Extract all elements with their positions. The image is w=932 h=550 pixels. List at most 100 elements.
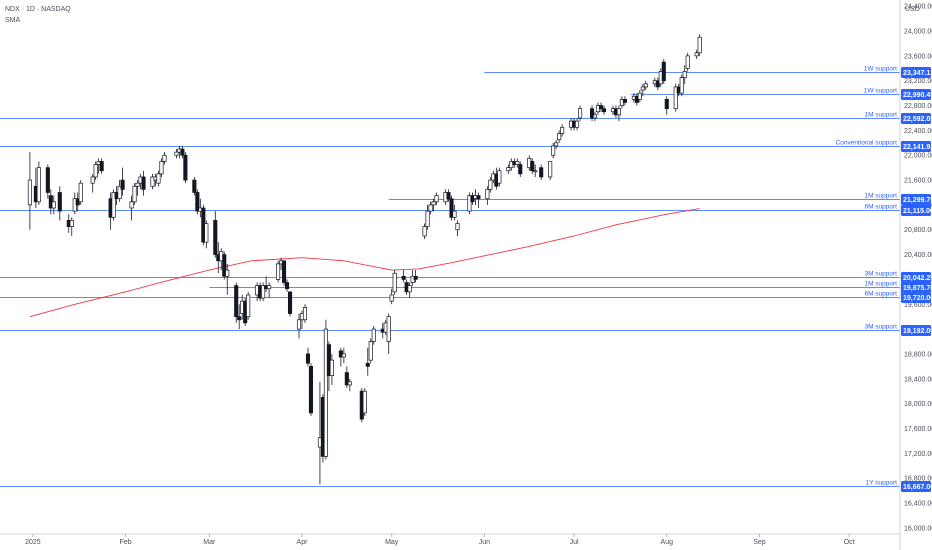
candle — [422, 223, 427, 240]
candle — [389, 288, 394, 305]
candle — [159, 158, 164, 177]
candle — [204, 220, 209, 249]
level-price-badge — [901, 205, 931, 216]
candle-body — [323, 328, 328, 457]
price-tick-label: 20,400.00 — [904, 252, 932, 259]
level-price-badge — [901, 67, 931, 78]
candle — [476, 192, 481, 209]
support-level-label: 6M support — [864, 204, 897, 211]
candle-body — [132, 185, 137, 203]
level-price-badge — [901, 89, 931, 100]
candle — [557, 130, 562, 143]
candle — [622, 96, 627, 106]
support-level-label: 1M support — [864, 193, 897, 200]
candle — [548, 161, 553, 181]
candle — [225, 263, 230, 295]
candle-body — [467, 195, 472, 212]
level-price-badge-text: 21,115.00 — [903, 208, 932, 215]
candle — [578, 105, 583, 122]
price-axis[interactable]: 16,000.00 16,400.00 16,800.00 17,200.00 17,6… — [904, 4, 932, 533]
level-price-badge — [901, 481, 931, 492]
candle-body — [117, 185, 122, 200]
candle-body — [308, 365, 314, 414]
candle-body — [93, 164, 98, 178]
candle-body — [183, 154, 188, 181]
candle-body — [452, 210, 457, 218]
candle — [347, 378, 352, 392]
time-tick-label: May — [385, 539, 399, 546]
candle — [455, 220, 460, 236]
sma-line — [29, 208, 700, 318]
candle-body — [78, 182, 83, 203]
candle-body — [637, 92, 642, 100]
price-tick-label: 19,600.00 — [904, 302, 932, 309]
time-tick-label: Jun — [479, 539, 490, 546]
candle-body — [455, 223, 460, 231]
candle — [246, 291, 251, 320]
candle-body — [99, 161, 104, 172]
candle — [90, 173, 95, 193]
time-tick-label: Aug — [661, 539, 674, 546]
candle — [518, 161, 523, 177]
candle-body — [225, 269, 230, 277]
candle — [51, 195, 56, 215]
candle — [554, 139, 559, 150]
level-price-badge-text: 22,990.49 — [903, 92, 932, 99]
time-tick-label: Sep — [753, 539, 766, 546]
candle-body — [276, 263, 281, 280]
candle-body — [204, 223, 209, 243]
candle — [551, 142, 556, 159]
price-tick-label: 17,600.00 — [904, 426, 932, 433]
time-tick-label: Jul — [570, 539, 579, 546]
candle — [682, 65, 687, 84]
candle — [673, 83, 678, 112]
level-price-badge-text: 16,667.00 — [903, 484, 932, 491]
candle-body — [476, 195, 481, 200]
candle-body — [368, 341, 373, 361]
candle — [99, 158, 104, 174]
support-level-label: 6M support — [864, 291, 897, 298]
level-price-badge-text: 23,347.12 — [903, 70, 932, 77]
candle — [69, 217, 74, 236]
candle — [192, 176, 197, 196]
level-price-badge-text: 19,192.00 — [903, 328, 932, 335]
candle-body — [401, 275, 406, 280]
candle — [132, 183, 137, 205]
time-tick-label: Mar — [203, 539, 216, 546]
candle-body — [694, 52, 699, 57]
level-price-badge-text: 20,042.25 — [903, 275, 932, 282]
candle — [428, 201, 433, 215]
indicator-label[interactable]: SMA — [5, 17, 21, 24]
candle — [302, 304, 308, 323]
price-tick-label: 23,600.00 — [904, 53, 932, 60]
candle-body — [69, 220, 74, 227]
time-axis[interactable]: 2025 Feb Mar Apr May Jun Jul Aug Sep Oct — [25, 534, 855, 546]
candle — [57, 186, 62, 221]
time-tick-label: Apr — [297, 539, 309, 546]
candle-body — [296, 319, 302, 330]
candle-body — [425, 210, 430, 227]
candle-body — [150, 176, 155, 187]
support-level-label: 1W support — [864, 88, 897, 95]
price-tick-label: 18,000.00 — [904, 401, 932, 408]
candle-body — [180, 148, 185, 156]
candle-body — [267, 285, 272, 290]
level-price-badge — [901, 292, 931, 303]
candle — [401, 270, 406, 283]
level-price-badge-text: 22,141.92 — [903, 144, 932, 151]
candle — [530, 158, 535, 174]
candle-body — [287, 291, 293, 314]
candle-body — [36, 167, 41, 203]
level-price-badge — [901, 325, 931, 336]
time-tick-label: 2025 — [25, 539, 41, 546]
candle-body — [530, 161, 535, 172]
symbol-title[interactable]: NDX · 1D · NASDAQ — [5, 6, 71, 13]
candle-body — [485, 189, 490, 200]
candle-body — [539, 167, 544, 178]
candle-body — [90, 176, 95, 184]
candle-body — [195, 192, 200, 212]
candle — [434, 192, 439, 205]
candle — [413, 270, 418, 283]
level-price-badge — [901, 282, 931, 293]
